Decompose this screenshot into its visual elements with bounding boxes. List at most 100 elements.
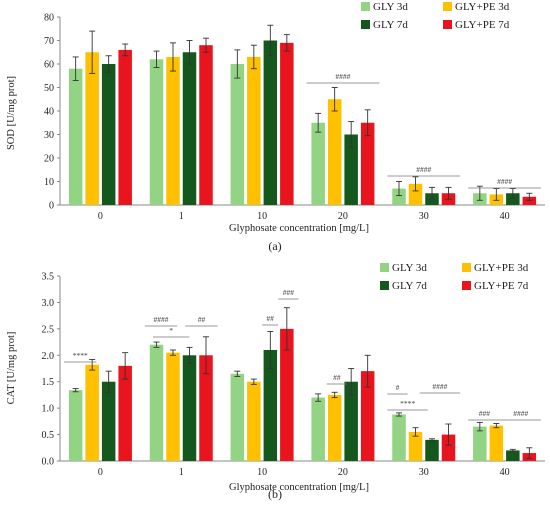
chart1-bar — [408, 183, 423, 205]
chart1-x-tick-label: 30 — [419, 211, 429, 222]
chart1-bar — [344, 134, 358, 205]
chart1-legend-swatch — [361, 20, 370, 29]
chart1-bar — [247, 56, 261, 206]
chart2-bar — [360, 371, 375, 461]
chart2-bar — [425, 439, 439, 461]
chart1-x-tick-label: 20 — [338, 211, 348, 222]
chart1-y-tick-label: 60 — [44, 60, 54, 71]
chart2-y-tick-label: 0.0 — [42, 457, 55, 468]
chart2-x-tick-label: 40 — [500, 467, 510, 478]
chart1-x-tick-label: 10 — [257, 211, 267, 222]
chart2-legend-label: GLY 3d — [392, 262, 427, 274]
chart1-significance-label: #### — [416, 165, 431, 174]
chart1-bar — [166, 56, 180, 206]
chart1-bar — [360, 122, 375, 205]
chart1-legend-swatch — [361, 2, 370, 11]
chart2-x-tick-label: 1 — [179, 467, 184, 478]
chart2-bar — [408, 431, 423, 461]
chart2-bar — [311, 397, 325, 461]
chart2-bar — [101, 381, 116, 461]
chart1-bar — [392, 188, 406, 205]
chart1-y-tick-label: 10 — [44, 177, 54, 188]
chart2-significance-label: ## — [266, 314, 274, 323]
chart2-significance-label: #### — [432, 382, 447, 391]
chart2-bar — [149, 344, 164, 461]
chart2-x-tick-label: 30 — [419, 467, 429, 478]
chart2-legend-label: GLY+PE 7d — [474, 280, 529, 292]
chart2-bar — [247, 381, 261, 461]
chart2-y-tick-label: 1.5 — [42, 377, 55, 388]
chart1-bar — [199, 45, 213, 206]
chart2-legend-label: GLY+PE 3d — [474, 262, 529, 274]
chart1-panel-caption: (a) — [268, 239, 281, 253]
chart2-bar — [230, 373, 245, 461]
chart1-bar — [101, 64, 116, 205]
chart1-significance-label: #### — [497, 177, 512, 186]
chart2-y-tick-label: 3.0 — [42, 298, 55, 309]
chart1-bar — [522, 196, 537, 205]
chart2-bar — [182, 355, 197, 461]
chart2-x-axis-label: Glyphosate concentration [mg/L] — [229, 482, 369, 493]
chart2-significance-label: #### — [513, 409, 528, 418]
chart2-y-tick-label: 2.5 — [42, 324, 55, 335]
chart2-significance-label: #### — [154, 315, 169, 324]
chart2-x-tick-label: 0 — [98, 467, 103, 478]
chart1-x-tick-label: 1 — [179, 211, 184, 222]
chart2-bar — [506, 450, 520, 461]
chart2-significance-label: **** — [400, 399, 415, 408]
chart2-bar — [473, 426, 487, 461]
chart1-x-axis-label: Glyphosate concentration [mg/L] — [229, 223, 369, 234]
chart1-legend-label: GLY 7d — [373, 19, 408, 31]
chart1-bar — [230, 64, 245, 205]
chart1-legend-label: GLY 3d — [373, 1, 408, 13]
chart2-legend-swatch — [380, 281, 389, 290]
chart1-y-tick-label: 40 — [44, 107, 54, 118]
chart1-bar — [327, 99, 342, 205]
chart2-significance-label: ## — [198, 315, 206, 324]
chart2-bar — [327, 394, 342, 461]
chart2-significance-label: ### — [283, 288, 295, 297]
chart1-legend-swatch — [443, 2, 452, 11]
chart2-bar — [441, 434, 456, 461]
chart2-y-tick-label: 2.0 — [42, 351, 55, 362]
chart1-y-tick-label: 30 — [44, 130, 54, 141]
chart1-bar — [85, 52, 99, 205]
chart1-x-tick-label: 40 — [500, 211, 510, 222]
chart2-legend-swatch — [462, 263, 471, 272]
chart1-bar — [311, 122, 325, 205]
chart2-panel-caption: (b) — [268, 487, 282, 501]
chart1-y-tick-label: 70 — [44, 36, 54, 47]
chart1-bar — [182, 52, 197, 205]
chart2-y-tick-label: 3.5 — [42, 272, 55, 283]
chart1-significance-label: #### — [335, 72, 350, 81]
chart2-x-tick-label: 20 — [338, 467, 348, 478]
chart2-significance-label: **** — [73, 351, 88, 360]
chart2-significance-label: ### — [479, 409, 491, 418]
chart1-y-tick-label: 80 — [44, 13, 54, 24]
chart2-bar — [199, 355, 213, 461]
chart2-bar — [263, 350, 278, 461]
chart2-legend-swatch — [462, 281, 471, 290]
chart1-bar — [68, 68, 83, 205]
chart2-bar — [166, 352, 180, 461]
chart1-bar — [263, 40, 278, 205]
chart2-x-tick-label: 10 — [257, 467, 267, 478]
chart2-significance-label: # — [396, 383, 400, 392]
chart1-y-tick-label: 50 — [44, 83, 54, 94]
chart1-bar — [149, 59, 164, 205]
chart1-bar — [280, 42, 294, 205]
chart2-significance-label: * — [169, 326, 173, 335]
chart2-y-axis-label: CAT [U/mg prot] — [6, 332, 17, 405]
chart2-bar — [118, 365, 132, 461]
chart1-y-tick-label: 20 — [44, 154, 54, 165]
chart2-bar — [489, 425, 504, 461]
chart2-bar — [68, 390, 83, 461]
chart1-bar — [118, 49, 132, 206]
chart2-bar — [280, 328, 294, 461]
chart2-legend-label: GLY 7d — [392, 280, 427, 292]
chart1-x-tick-label: 0 — [98, 211, 103, 222]
chart2-bar — [344, 381, 358, 461]
chart1-bar — [506, 193, 520, 205]
